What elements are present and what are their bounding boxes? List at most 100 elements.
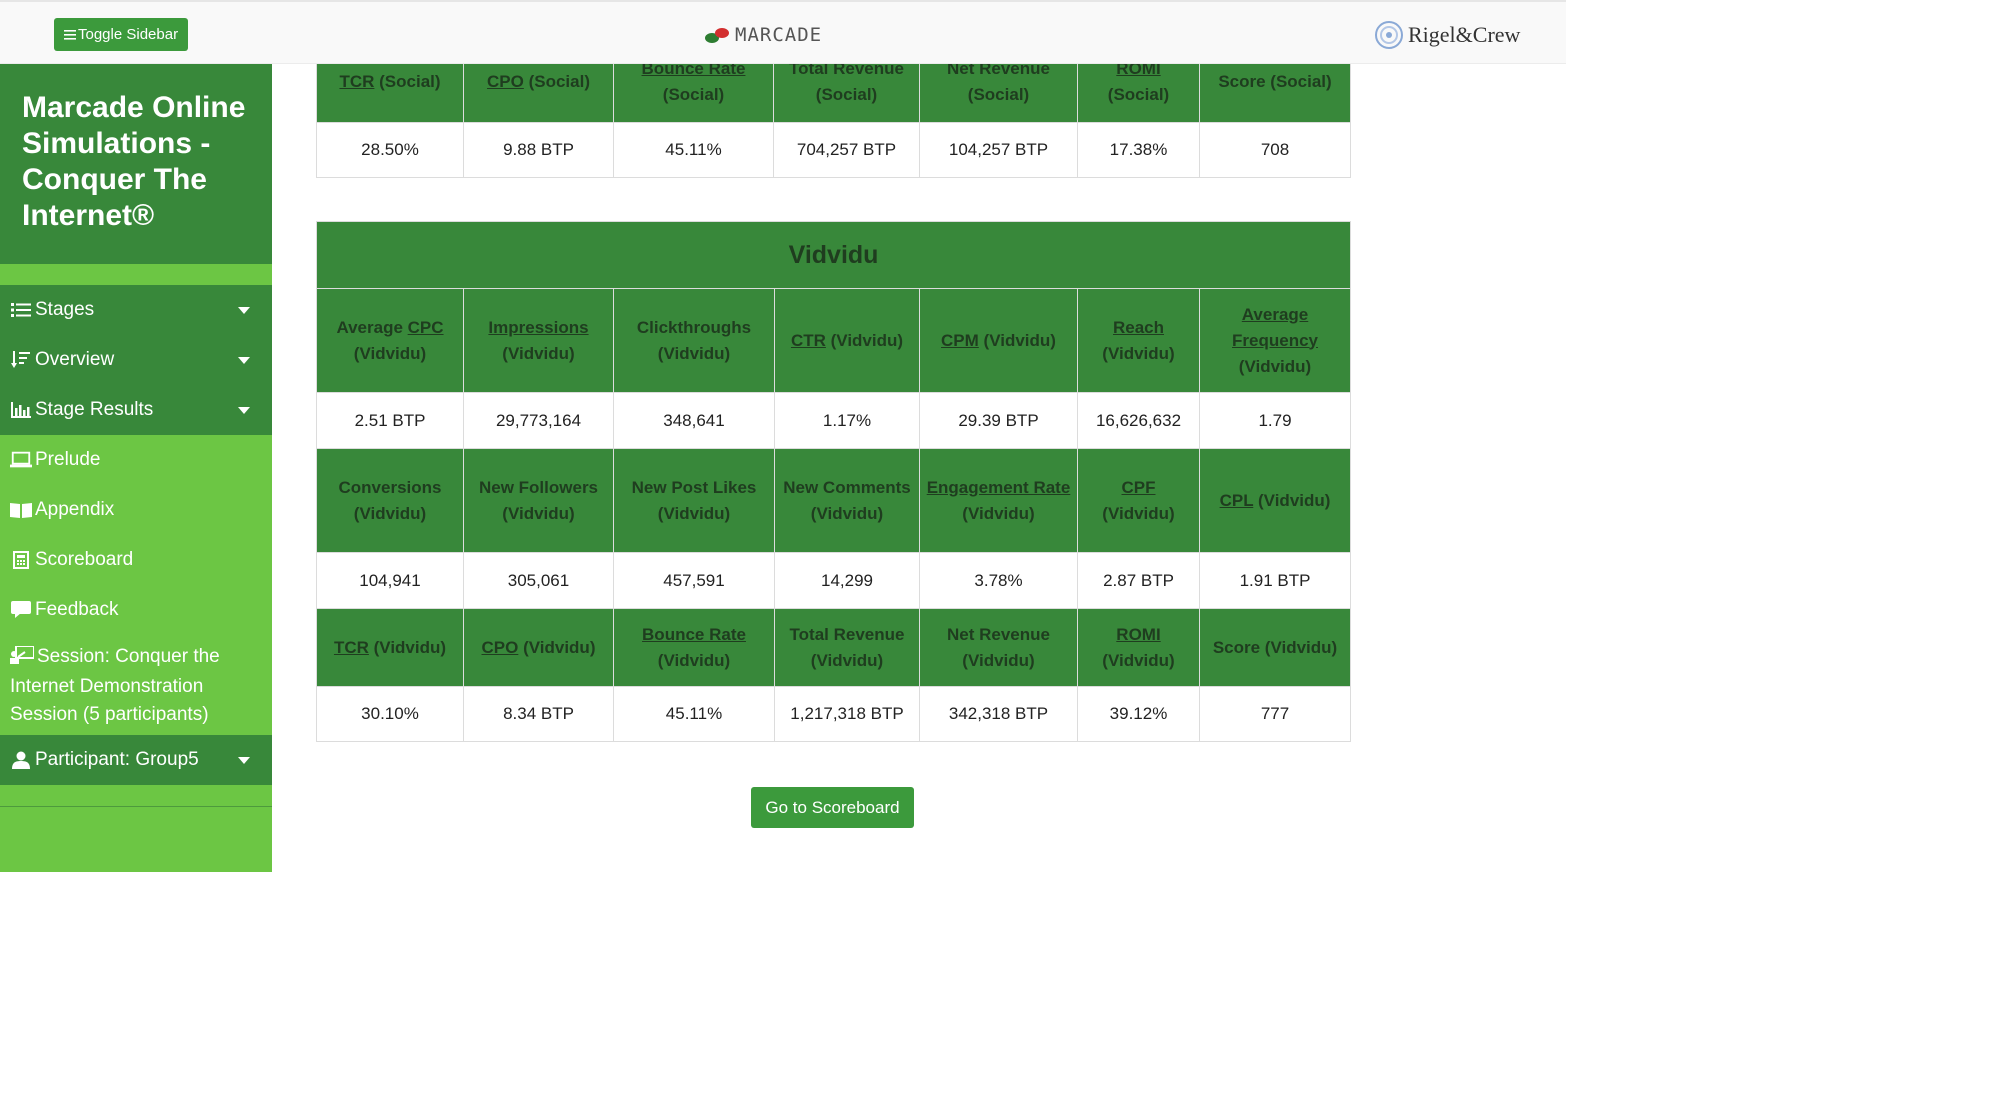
header-term-link[interactable]: CPM bbox=[941, 330, 979, 350]
table-cell: 305,061 bbox=[463, 552, 614, 609]
sidebar-item-appendix[interactable]: Appendix bbox=[0, 485, 272, 535]
header-text: (Vidvidu) bbox=[1238, 356, 1312, 376]
header-term-link[interactable]: CPF bbox=[1121, 477, 1156, 497]
header-term-link[interactable]: TCR bbox=[339, 71, 375, 91]
table-header-row: TCR (Vidvidu) CPO (Vidvidu) Bounce Rate (V… bbox=[316, 608, 1352, 687]
sidebar-divider bbox=[0, 806, 272, 807]
calculator-icon bbox=[10, 551, 32, 569]
table-header-row: Average CPC (Vidvidu) Impressions (Vidvid… bbox=[316, 288, 1352, 393]
header-term-link[interactable]: Bounce Rate bbox=[642, 624, 746, 644]
sidebar-item-label: Prelude bbox=[35, 449, 101, 470]
table-header-cell: Total Revenue (Vidvidu) bbox=[774, 608, 920, 687]
table-cell: 704,257 BTP bbox=[773, 122, 920, 178]
header-term-link[interactable]: CPO bbox=[481, 637, 519, 657]
table-cell: 342,318 BTP bbox=[919, 686, 1078, 742]
table-cell: 29,773,164 bbox=[463, 392, 614, 449]
table-cell: 17.38% bbox=[1077, 122, 1200, 178]
toggle-sidebar-button[interactable]: Toggle Sidebar bbox=[54, 18, 189, 51]
table-cell: 8.34 BTP bbox=[463, 686, 614, 742]
header-text: New Post Likes (Vidvidu) bbox=[631, 477, 757, 523]
table-header-cell: Average CPC (Vidvidu) bbox=[316, 288, 464, 393]
table-cell: 16,626,632 bbox=[1077, 392, 1200, 449]
header-text: (Social) bbox=[374, 71, 441, 91]
header-term-link[interactable]: CPC bbox=[407, 317, 444, 337]
table-header-cell: CPL (Vidvidu) bbox=[1198, 448, 1352, 553]
header-term-link[interactable]: CTR bbox=[790, 330, 826, 350]
header-text: (Vidvidu) bbox=[1253, 490, 1331, 510]
header-text: Net Revenue (Vidvidu) bbox=[947, 624, 1050, 670]
header-text: Total Revenue (Social) bbox=[789, 58, 904, 104]
header-text: Net Revenue (Social) bbox=[947, 58, 1050, 104]
table-cell: 30.10% bbox=[316, 686, 464, 742]
marcade-logo-icon bbox=[705, 28, 729, 43]
sidebar-item-feedback[interactable]: Feedback bbox=[0, 585, 272, 635]
vidvidu-table-title: Vidvidu bbox=[315, 221, 1352, 289]
sidebar-item-participant[interactable]: Participant: Group5 bbox=[0, 735, 272, 785]
table-cell: 1.17% bbox=[774, 392, 920, 449]
table-header-cell: New Followers (Vidvidu) bbox=[463, 448, 614, 553]
header-term-link[interactable]: TCR bbox=[333, 637, 369, 657]
sidebar-item-overview[interactable]: Overview bbox=[0, 335, 272, 385]
chevron-down-icon bbox=[238, 357, 250, 364]
header-term-link[interactable]: Engagement Rate bbox=[926, 477, 1071, 497]
go-to-scoreboard-button[interactable]: Go to Scoreboard bbox=[751, 787, 914, 828]
table-cell: 2.51 BTP bbox=[316, 392, 464, 449]
menu-icon bbox=[64, 29, 76, 40]
table-cell: 45.11% bbox=[613, 122, 774, 178]
table-cell: 1,217,318 BTP bbox=[774, 686, 920, 742]
bar-chart-icon bbox=[10, 402, 32, 418]
header-term-link[interactable]: Reach bbox=[1112, 317, 1165, 337]
header-text: (Vidvidu) bbox=[657, 650, 731, 670]
sidebar-item-label: Overview bbox=[35, 349, 115, 370]
header-text: (Vidvidu) bbox=[1102, 343, 1175, 363]
table-cell: 348,641 bbox=[613, 392, 775, 449]
header-term-link[interactable]: CPO bbox=[487, 71, 524, 91]
table-header-cell: Net Revenue (Vidvidu) bbox=[919, 608, 1078, 687]
header-text: (Vidvidu) bbox=[518, 637, 596, 657]
table-cell: 777 bbox=[1198, 686, 1352, 742]
header-text: (Social) bbox=[1107, 84, 1170, 104]
user-icon bbox=[10, 751, 32, 769]
table-header-cell: Average Frequency (Vidvidu) bbox=[1198, 288, 1352, 393]
marcade-logo[interactable]: MARCADE bbox=[703, 24, 822, 46]
table-header-cell: CPO (Vidvidu) bbox=[463, 608, 614, 687]
header-term-link[interactable]: Impressions bbox=[488, 317, 589, 337]
session-label: Session: Conquer the Internet Demonstrat… bbox=[10, 646, 220, 725]
header-text: (Vidvidu) bbox=[368, 637, 447, 657]
header-text: New Followers (Vidvidu) bbox=[478, 477, 599, 523]
sidebar-item-stages[interactable]: Stages bbox=[0, 285, 272, 335]
header-text: (Vidvidu) bbox=[978, 330, 1056, 350]
header-term-link[interactable]: ROMI bbox=[1116, 624, 1161, 644]
laptop-icon bbox=[10, 451, 32, 469]
table-header-cell: CPM (Vidvidu) bbox=[919, 288, 1078, 393]
table-header-cell: Conversions (Vidvidu) bbox=[316, 448, 464, 553]
table-cell: 1.79 bbox=[1198, 392, 1352, 449]
table-cell: 45.11% bbox=[613, 686, 775, 742]
header-term-link[interactable]: CPL bbox=[1219, 490, 1254, 510]
table-cell: 2.87 BTP bbox=[1077, 552, 1200, 609]
table-header-row: Conversions (Vidvidu) New Followers (Vidv… bbox=[316, 448, 1352, 553]
sidebar-header: Marcade Online Simulations - Conquer The… bbox=[0, 64, 272, 264]
sidebar-session[interactable]: Session: Conquer the Internet Demonstrat… bbox=[0, 635, 272, 735]
marcade-logo-text: MARCADE bbox=[735, 24, 823, 46]
header-text: Clickthroughs (Vidvidu) bbox=[636, 317, 752, 363]
toggle-sidebar-label: Toggle Sidebar bbox=[78, 26, 179, 43]
header-text: (Vidvidu) bbox=[825, 330, 904, 350]
sidebar-item-stage-results[interactable]: Stage Results bbox=[0, 385, 272, 435]
top-bar: Toggle Sidebar MARCADE Rigel&Crew bbox=[0, 0, 1566, 64]
table-header-cell: Bounce Rate (Vidvidu) bbox=[613, 608, 775, 687]
table-header-cell: Clickthroughs (Vidvidu) bbox=[613, 288, 775, 393]
rigel-crew-logo: Rigel&Crew bbox=[1374, 20, 1520, 50]
rigel-crew-emblem-icon bbox=[1375, 21, 1403, 49]
table-row: 28.50% 9.88 BTP 45.11% 704,257 BTP 104,257 B… bbox=[316, 122, 1351, 178]
table-cell: 28.50% bbox=[316, 122, 464, 178]
vidvidu-results-table: Vidvidu Average CPC (Vidvidu) Impressions… bbox=[315, 221, 1352, 742]
sidebar: Marcade Online Simulations - Conquer The… bbox=[0, 64, 272, 872]
table-cell: 9.88 BTP bbox=[463, 122, 614, 178]
sidebar-item-prelude[interactable]: Prelude bbox=[0, 435, 272, 485]
table-cell: 1.91 BTP bbox=[1198, 552, 1352, 609]
sidebar-item-scoreboard[interactable]: Scoreboard bbox=[0, 535, 272, 585]
table-header-cell: Engagement Rate (Vidvidu) bbox=[919, 448, 1078, 553]
header-term-link[interactable]: Average Frequency bbox=[1232, 304, 1318, 350]
table-cell: 708 bbox=[1199, 122, 1351, 178]
